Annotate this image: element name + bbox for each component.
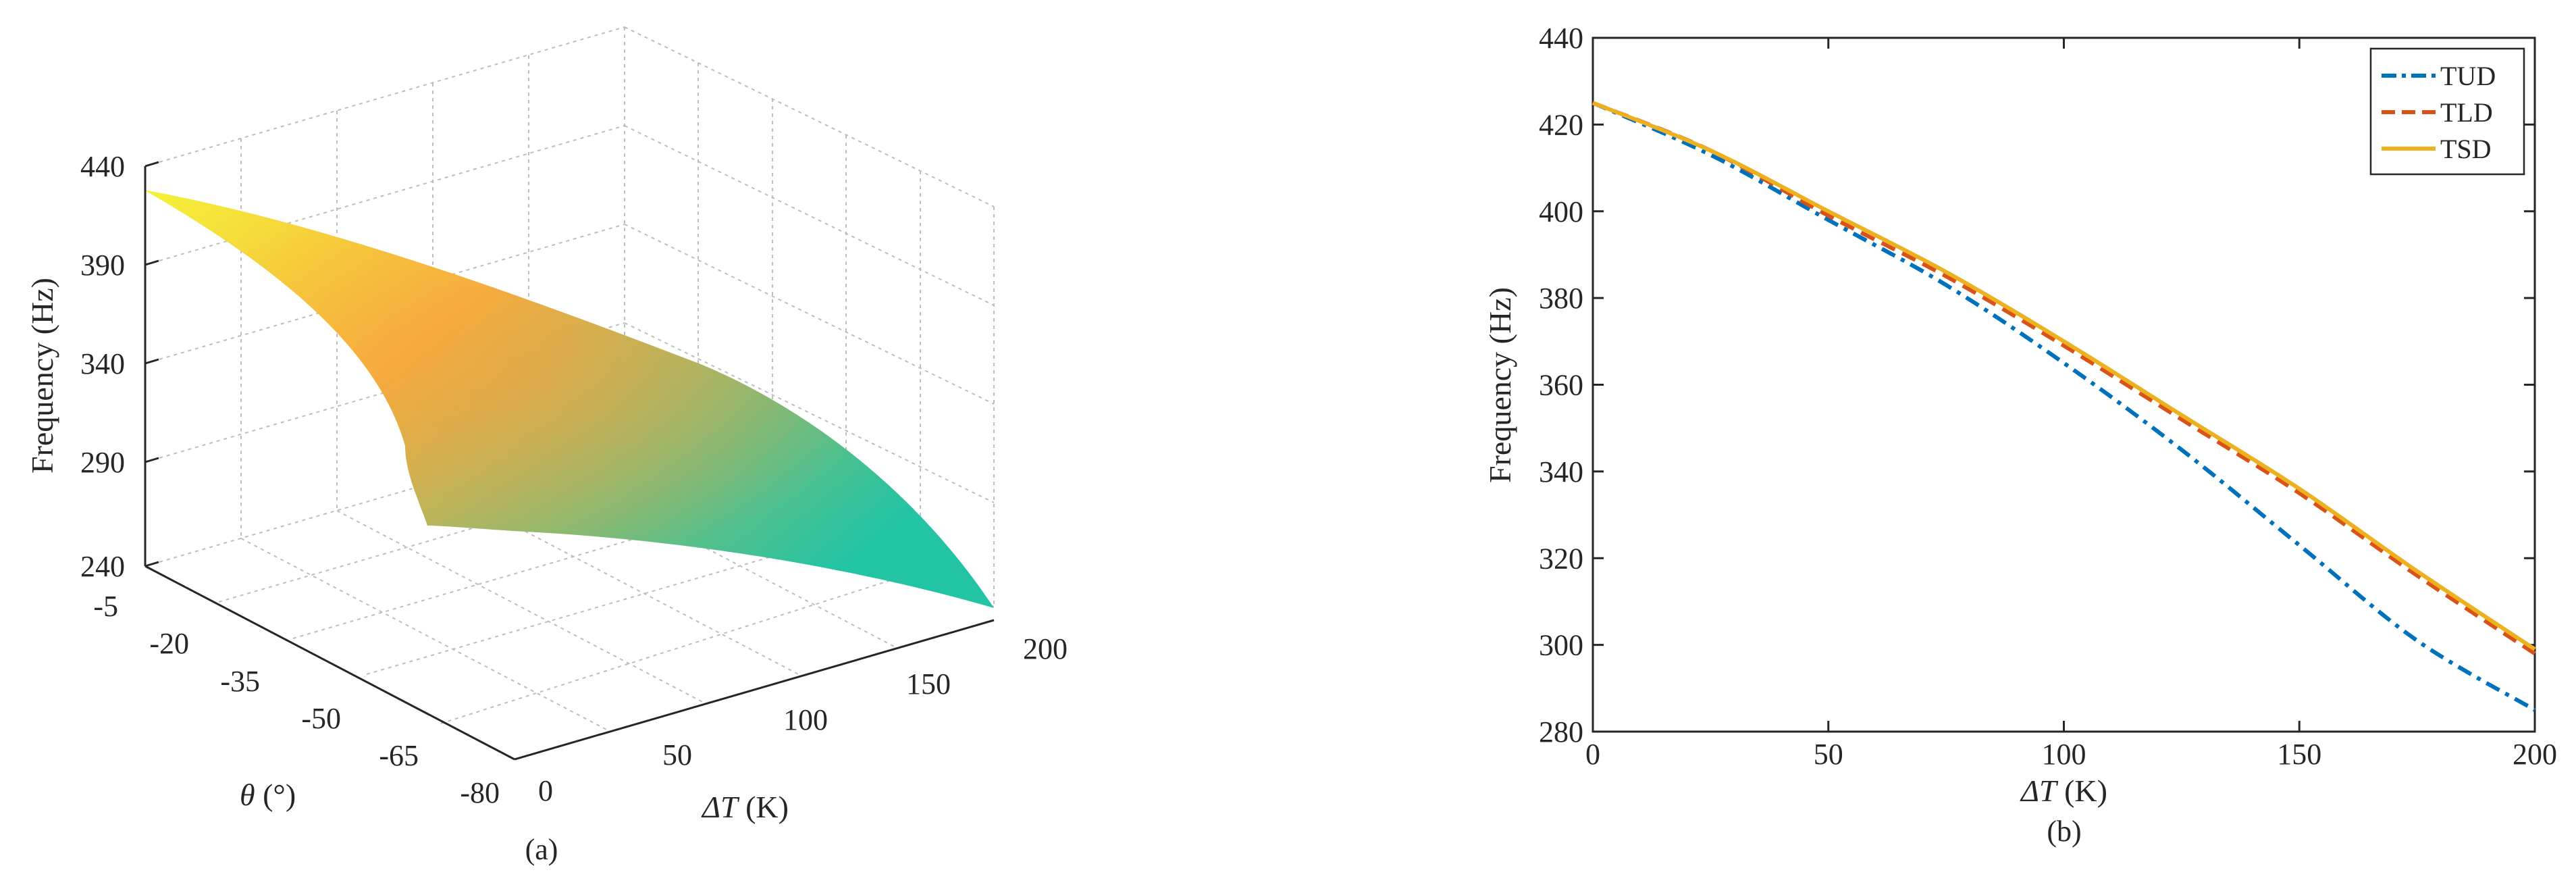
chart-b-y-label: Frequency (Hz) (1483, 287, 1517, 483)
chart-a-y-label: θ (°) (240, 778, 296, 812)
chart-b: 280 300 320 340 360 380 400 420 440 0 50 100 150 200… (1483, 22, 2557, 848)
y-tick-label: 400 (1539, 195, 1583, 228)
z-tick: 340 (80, 347, 125, 380)
y-tick: -65 (379, 739, 419, 772)
y-tick-label: 280 (1539, 715, 1583, 749)
chart-b-caption: (b) (2047, 815, 2081, 848)
legend-label-tud: TUD (2440, 61, 2496, 91)
x-tick: 200 (1023, 632, 1068, 665)
x-tick-label: 100 (2042, 738, 2086, 771)
z-tick: 390 (80, 249, 125, 282)
x-tick: 0 (538, 774, 553, 807)
chart-b-y-ticks: 280 300 320 340 360 380 400 420 440 (1539, 22, 2535, 749)
x-tick-label: 50 (1814, 738, 1843, 771)
chart-a-x-ticks: 0 50 100 150 200 (538, 632, 1068, 807)
y-tick-label: 320 (1539, 542, 1583, 575)
z-tick: 290 (80, 446, 125, 479)
x-tick-label: 0 (1585, 738, 1600, 771)
y-tick: -50 (301, 702, 341, 735)
x-tick: 50 (662, 738, 692, 771)
y-tick-label: 380 (1539, 282, 1583, 315)
y-tick: -80 (460, 776, 500, 809)
chart-a-z-ticks: 240 290 340 390 440 (80, 150, 125, 583)
chart-a-surface (144, 190, 994, 608)
y-tick-label: 360 (1539, 369, 1583, 402)
z-tick: 240 (80, 550, 125, 583)
y-tick-label: 420 (1539, 108, 1583, 141)
legend-box (2369, 47, 2525, 176)
series-line-tld (1592, 101, 2536, 655)
chart-b-x-label: ΔT (K) (2020, 774, 2107, 808)
x-tick: 100 (783, 703, 828, 736)
chart-a-caption: (a) (525, 833, 558, 866)
chart-a-axes (144, 166, 995, 761)
surface-shading (144, 190, 994, 608)
y-tick: -20 (149, 627, 189, 660)
legend-label-tld: TLD (2440, 97, 2493, 128)
chart-a-z-label: Frequency (Hz) (25, 278, 59, 474)
y-tick-label: 300 (1539, 629, 1583, 662)
chart-b-series (1592, 101, 2536, 712)
delta-t-symbol: ΔT (701, 790, 740, 824)
x-tick-label: 200 (2513, 738, 2557, 771)
legend-label-tsd: TSD (2440, 134, 2492, 164)
chart-a-z-tickmarks (144, 161, 159, 567)
y-tick: -5 (93, 590, 118, 623)
x-tick: 150 (906, 667, 951, 701)
chart-a-x-label: ΔT (K) (701, 790, 789, 824)
z-tick: 440 (80, 150, 125, 183)
x-tick-label: 150 (2277, 738, 2321, 771)
y-tick: -35 (220, 665, 260, 698)
chart-a-y-ticks: -5 -20 -35 -50 -65 -80 (93, 590, 500, 809)
chart-b-x-ticks: 0 50 100 150 200 (1585, 38, 2557, 771)
chart-a: 240 290 340 390 440 -5 -20 -35 -50 -65 -… (25, 26, 1068, 866)
y-tick-label: 340 (1539, 455, 1583, 488)
series-line-tud (1592, 101, 2536, 712)
series-line-tsd (1592, 101, 2536, 651)
chart-b-legend: TUD TLD TSD (2369, 47, 2525, 176)
y-tick-label: 440 (1539, 22, 1583, 55)
